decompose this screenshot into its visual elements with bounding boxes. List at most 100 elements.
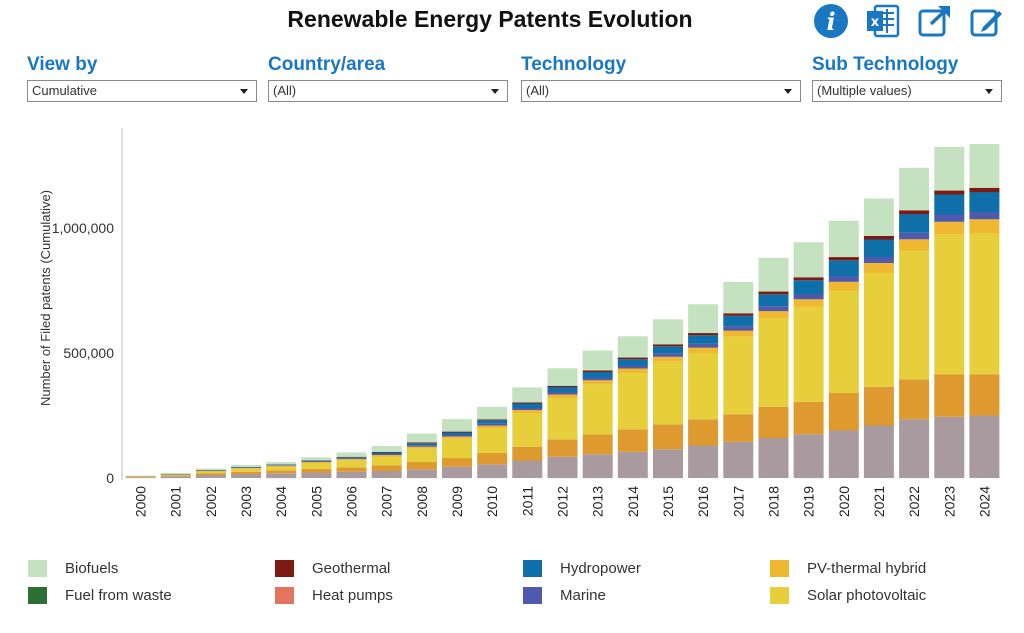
legend-label: Biofuels: [65, 560, 119, 577]
bar-segment: [301, 462, 332, 463]
bar-segment: [371, 454, 402, 455]
bar-segment: [195, 471, 226, 474]
bar-segment: [582, 434, 613, 455]
bar-segment: [934, 374, 965, 417]
y-axis-title: Number of Filed patents (Cumulative): [38, 190, 53, 406]
legend-label: Hydropower: [560, 560, 641, 577]
bar-segment: [653, 361, 683, 425]
bar-segment: [512, 460, 543, 478]
bar-segment: [371, 445, 402, 452]
bar-segment: [828, 276, 859, 282]
bar-segment: [231, 474, 262, 478]
bar-segment: [301, 461, 332, 462]
legend-item[interactable]: Hydropower: [523, 560, 641, 577]
bar-segment: [195, 473, 226, 475]
view-by-select[interactable]: Cumulative: [27, 80, 257, 102]
bar-segment: [406, 462, 437, 470]
bar-segment: [793, 434, 824, 479]
bar-segment: [969, 144, 1000, 188]
x-tick-label: 2022: [906, 486, 922, 517]
legend-label: Solar photovoltaic: [807, 587, 927, 604]
x-tick-label: 2000: [133, 486, 149, 517]
bar-segment: [547, 394, 578, 398]
bar-segment: [160, 476, 191, 479]
bar-segment: [934, 221, 965, 235]
legend-item[interactable]: Marine: [523, 587, 606, 604]
bar-segment: [582, 454, 613, 479]
legend-swatch: [523, 587, 542, 604]
bar-segment: [828, 393, 859, 431]
bar-segment: [231, 467, 262, 469]
info-icon[interactable]: i: [812, 3, 850, 39]
bar-segment: [442, 419, 472, 432]
bar-segment: [828, 290, 859, 393]
bar-segment: [301, 472, 332, 478]
bar-segment: [371, 452, 402, 454]
bar-segment: [934, 214, 965, 222]
bar-segment: [160, 475, 191, 477]
svg-text:x: x: [871, 15, 880, 30]
legend-label: Fuel from waste: [65, 587, 172, 604]
bar-segment: [617, 359, 648, 366]
bar-segment: [617, 368, 648, 373]
bar-segment: [863, 239, 894, 257]
bar-segment: [863, 236, 894, 240]
bar-segment: [266, 464, 297, 466]
bar-segment: [301, 460, 332, 462]
bar-segment: [617, 429, 648, 452]
bar-segment: [336, 471, 367, 479]
bar-segment: [969, 374, 1000, 416]
bar-segment: [758, 257, 789, 292]
bar-segment: [863, 263, 894, 273]
bar-segment: [723, 336, 754, 415]
bar-segment: [653, 319, 683, 345]
select-value: (All): [273, 83, 297, 98]
x-tick-label: 2021: [871, 486, 887, 517]
open-external-icon[interactable]: [916, 3, 954, 39]
bar-segment: [266, 470, 297, 474]
technology-select[interactable]: (All): [521, 80, 801, 102]
bar-segment: [477, 423, 508, 426]
bar-segment: [899, 379, 930, 420]
bar-segment: [371, 456, 402, 466]
bar-segment: [863, 425, 894, 478]
bar-segment: [863, 257, 894, 263]
edit-icon[interactable]: [968, 3, 1006, 39]
y-tick-label: 500,000: [63, 345, 114, 361]
x-tick-label: 2024: [976, 486, 992, 517]
legend-item[interactable]: Biofuels: [28, 560, 118, 577]
legend-item[interactable]: Geothermal: [275, 560, 390, 577]
x-tick-label: 2017: [730, 486, 746, 517]
bar-segment: [547, 385, 578, 388]
svg-text:i: i: [826, 7, 835, 36]
legend-item[interactable]: PV-thermal hybrid: [770, 560, 926, 577]
page-title: Renewable Energy Patents Evolution: [287, 6, 693, 32]
bar-segment: [582, 384, 613, 435]
bar-segment: [442, 435, 472, 437]
country-select[interactable]: (All): [268, 80, 508, 102]
legend-item[interactable]: Heat pumps: [275, 587, 393, 604]
bar-segment: [688, 335, 719, 344]
bar-segment: [477, 428, 508, 453]
bar-segment: [301, 457, 332, 461]
bar-segment: [688, 419, 719, 446]
legend-item[interactable]: Solar photovoltaic: [770, 587, 926, 604]
sub-technology-select[interactable]: (Multiple values): [812, 80, 1002, 102]
legend-swatch: [28, 560, 47, 577]
bar-segment: [336, 459, 367, 461]
bar-segment: [371, 471, 402, 478]
bar-segment: [582, 380, 613, 385]
bar-segment: [231, 464, 262, 467]
bar-segment: [969, 192, 1000, 212]
legend-swatch: [770, 587, 789, 604]
bar-segment: [582, 372, 613, 378]
chevron-down-icon: [240, 89, 248, 94]
legend-item[interactable]: Fuel from waste: [28, 587, 172, 604]
excel-export-icon[interactable]: x: [864, 3, 902, 39]
bar-segment: [477, 453, 508, 465]
select-value: (All): [526, 83, 550, 98]
legend-swatch: [275, 560, 294, 577]
chevron-down-icon: [491, 89, 499, 94]
x-tick-label: 2009: [449, 486, 465, 517]
bar-segment: [231, 471, 262, 475]
